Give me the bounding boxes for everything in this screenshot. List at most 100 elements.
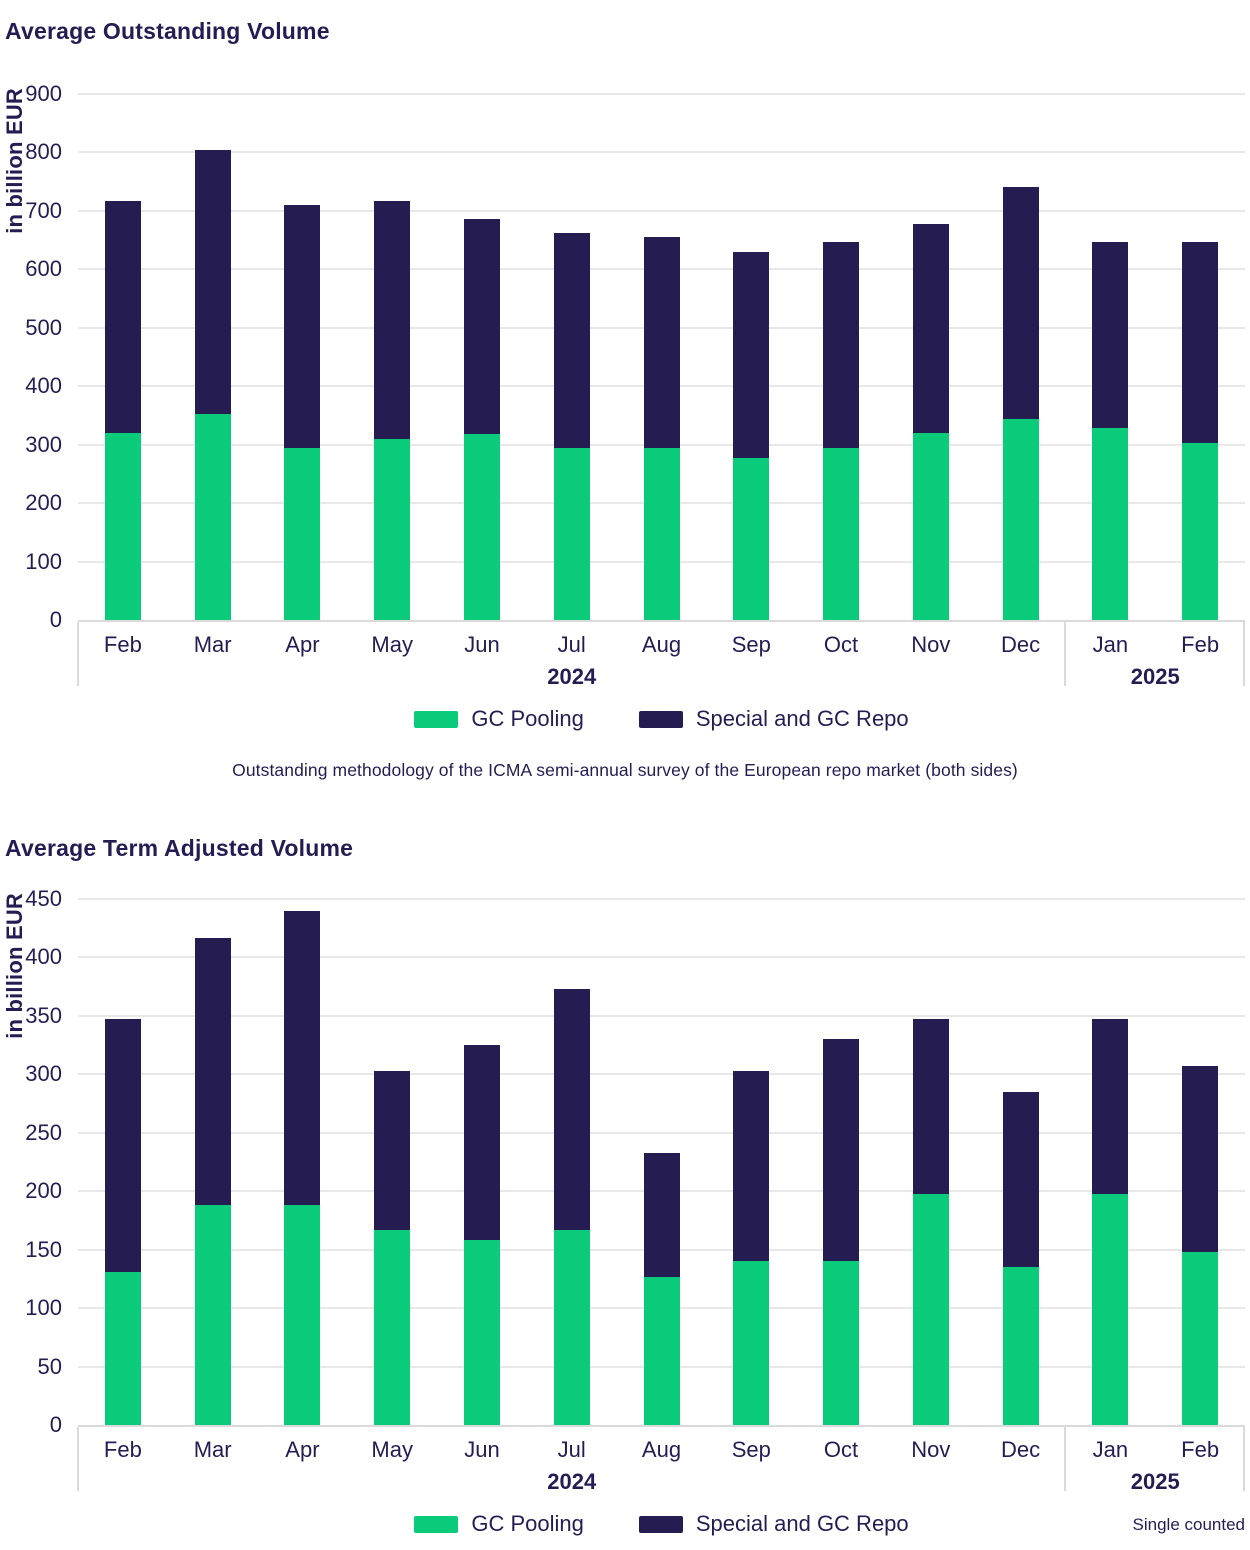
- y-tick-label: 400: [25, 373, 62, 399]
- bar-segment-special-and-gc-repo: [1182, 241, 1219, 443]
- bar-segment-special-and-gc-repo: [733, 1070, 770, 1262]
- y-tick-label: 500: [25, 314, 62, 340]
- bar-segment-gc-pooling: [823, 447, 860, 620]
- legend-item: Special and GC Repo: [638, 1511, 909, 1537]
- legend-label: GC Pooling: [471, 1511, 584, 1536]
- axis-group-separator: [77, 1427, 79, 1491]
- y-tick-label: 350: [25, 1002, 62, 1028]
- bar-segment-gc-pooling: [374, 1229, 411, 1425]
- y-tick-label: 450: [25, 886, 62, 911]
- x-tick-label: Aug: [641, 632, 682, 657]
- bar-segment-gc-pooling: [733, 1261, 770, 1425]
- y-tick-label: 50: [37, 1353, 62, 1379]
- bar-column-may: [374, 1070, 411, 1425]
- outstanding-volume-chart: Average Outstanding Volume in billion EU…: [0, 16, 1250, 781]
- x-tick-label: Nov: [911, 632, 951, 657]
- x-tick-label: Feb: [1181, 632, 1220, 657]
- x-tick-label: Jul: [557, 632, 586, 657]
- y-tick-label: 400: [25, 944, 62, 970]
- y-tick-label: 600: [25, 256, 62, 282]
- chart-caption: Outstanding methodology of the ICMA semi…: [232, 760, 1018, 780]
- bar-segment-special-and-gc-repo: [823, 241, 860, 448]
- single-counted-note: Single counted: [1132, 1515, 1245, 1534]
- year-label: 2025: [1130, 664, 1180, 689]
- bar-column-feb: [1182, 241, 1219, 620]
- bar-segment-gc-pooling: [553, 1229, 590, 1425]
- bar-segment-special-and-gc-repo: [104, 200, 141, 433]
- legend: GC Pooling Special and GC Repo Single coun…: [78, 1509, 1245, 1539]
- chart-title: Average Outstanding Volume: [5, 18, 330, 44]
- gridline: [78, 1073, 1245, 1076]
- bar-column-dec: [1002, 1091, 1039, 1425]
- bar-column-jul: [553, 232, 590, 620]
- bar-column-jan: [1092, 1019, 1129, 1425]
- bar-segment-special-and-gc-repo: [463, 1045, 500, 1241]
- year-label: 2024: [547, 1469, 597, 1494]
- x-tick-label: May: [371, 1437, 413, 1462]
- x-axis: Feb Mar Apr May Jun Jul Aug Sep Oct Nov Dec Jan Feb 2…: [77, 1425, 1245, 1495]
- bar-column-may: [374, 200, 411, 620]
- legend-items: GC Pooling Special and GC Repo: [78, 1509, 1245, 1539]
- bar-segment-gc-pooling: [284, 447, 321, 620]
- term-adjusted-volume-chart: Average Term Adjusted Volume in billion …: [0, 833, 1250, 1539]
- axis-group-separator: [1064, 1427, 1067, 1491]
- x-tick-label: Jan: [1092, 1437, 1129, 1462]
- bar-column-apr: [284, 910, 321, 1425]
- bar-segment-gc-pooling: [733, 457, 770, 620]
- x-tick-label: Sep: [731, 632, 771, 657]
- year-label: 2024: [547, 664, 597, 689]
- bar-column-jul: [553, 989, 590, 1425]
- legend-label: GC Pooling: [471, 706, 584, 731]
- bar-segment-special-and-gc-repo: [1092, 241, 1129, 429]
- bar-column-feb: [1182, 1066, 1219, 1425]
- bar-segment-special-and-gc-repo: [104, 1019, 141, 1272]
- bar-column-mar: [194, 937, 231, 1425]
- bar-segment-special-and-gc-repo: [643, 237, 680, 448]
- legend-swatch-gc-pooling: [414, 710, 459, 728]
- x-tick-label: Dec: [1001, 1437, 1041, 1462]
- x-tick-label: Aug: [641, 1437, 682, 1462]
- legend-swatch-special-gc-repo: [638, 710, 683, 728]
- x-tick-label: Jun: [464, 632, 500, 657]
- bar-segment-gc-pooling: [463, 434, 500, 620]
- bar-segment-gc-pooling: [643, 1276, 680, 1425]
- y-tick-label: 150: [25, 1236, 62, 1262]
- bar-segment-special-and-gc-repo: [1002, 1091, 1039, 1268]
- gridline: [78, 1014, 1245, 1017]
- bar-column-nov: [912, 223, 949, 620]
- bar-segment-gc-pooling: [1002, 1267, 1039, 1425]
- bar-column-apr: [284, 205, 321, 620]
- gridline: [78, 1131, 1245, 1134]
- x-tick-label: Oct: [823, 632, 859, 657]
- bar-column-dec: [1002, 186, 1039, 620]
- x-tick-label: Mar: [193, 632, 232, 657]
- x-tick-label: Feb: [1181, 1437, 1220, 1462]
- bar-segment-special-and-gc-repo: [284, 205, 321, 448]
- bar-segment-special-and-gc-repo: [284, 910, 321, 1206]
- bar-segment-gc-pooling: [1092, 1193, 1129, 1425]
- x-tick-label: Nov: [911, 1437, 951, 1462]
- bar-segment-special-and-gc-repo: [1002, 186, 1039, 419]
- bar-column-sep: [733, 1070, 770, 1425]
- x-tick-label: May: [371, 632, 413, 657]
- x-tick-label: Sep: [731, 1437, 771, 1462]
- legend-items: GC Pooling Special and GC Repo: [78, 704, 1245, 734]
- bar-segment-gc-pooling: [104, 1271, 141, 1425]
- axis-group-separator: [77, 622, 79, 686]
- bar-segment-gc-pooling: [1182, 442, 1219, 620]
- axis-group-separator: [1243, 622, 1245, 686]
- y-tick-label: 0: [49, 1412, 62, 1437]
- bar-segment-gc-pooling: [1092, 428, 1129, 620]
- legend-swatch-gc-pooling: [414, 1515, 459, 1533]
- bar-segment-special-and-gc-repo: [374, 200, 411, 439]
- bar-segment-special-and-gc-repo: [912, 1019, 949, 1194]
- bar-column-feb: [104, 1019, 141, 1425]
- y-tick-label: 700: [25, 197, 62, 223]
- bar-segment-special-and-gc-repo: [823, 1039, 860, 1262]
- x-tick-label: Feb: [103, 1437, 142, 1462]
- bar-segment-gc-pooling: [912, 1193, 949, 1425]
- chart-title: Average Term Adjusted Volume: [5, 835, 354, 861]
- y-tick-label: 200: [25, 1178, 62, 1204]
- bar-column-mar: [194, 149, 231, 620]
